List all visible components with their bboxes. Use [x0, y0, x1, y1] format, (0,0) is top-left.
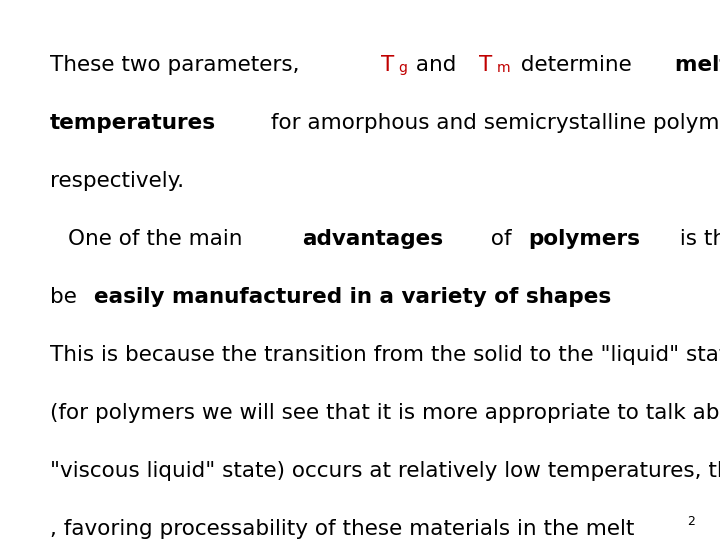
Text: g: g: [398, 61, 407, 75]
Text: temperatures: temperatures: [50, 113, 216, 133]
Text: melt processing: melt processing: [675, 55, 720, 75]
Text: of: of: [484, 229, 518, 249]
Text: 2: 2: [687, 515, 695, 528]
Text: polymers: polymers: [528, 229, 641, 249]
Text: advantages: advantages: [302, 229, 443, 249]
Text: easily manufactured in a variety of shapes: easily manufactured in a variety of shap…: [94, 287, 611, 307]
Text: , favoring processability of these materials in the melt: , favoring processability of these mater…: [50, 519, 634, 539]
Text: T: T: [480, 55, 492, 75]
Text: be: be: [50, 287, 84, 307]
Text: T: T: [381, 55, 394, 75]
Text: One of the main: One of the main: [68, 229, 249, 249]
Text: is that they can: is that they can: [673, 229, 720, 249]
Text: respectively.: respectively.: [50, 171, 184, 191]
Text: "viscous liquid" state) occurs at relatively low temperatures, thus: "viscous liquid" state) occurs at relati…: [50, 461, 720, 481]
Text: This is because the transition from the solid to the "liquid" state: This is because the transition from the …: [50, 345, 720, 365]
Text: for amorphous and semicrystalline polymers,: for amorphous and semicrystalline polyme…: [264, 113, 720, 133]
Text: and: and: [410, 55, 464, 75]
Text: m: m: [497, 61, 510, 75]
Text: (for polymers we will see that it is more appropriate to talk about: (for polymers we will see that it is mor…: [50, 403, 720, 423]
Text: determine: determine: [514, 55, 639, 75]
Text: These two parameters,: These two parameters,: [50, 55, 307, 75]
